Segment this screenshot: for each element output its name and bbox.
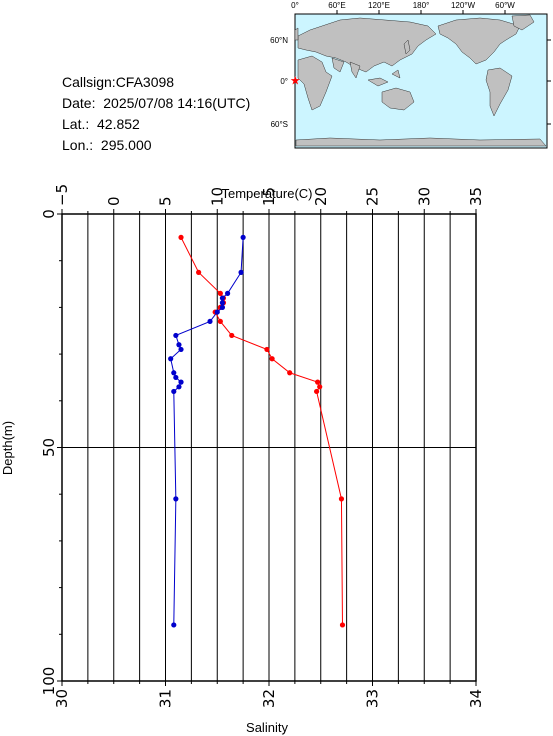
salinity-point [214, 309, 220, 315]
top-tick-label: 20 [312, 187, 330, 206]
chart-grid [62, 214, 476, 681]
map-land [294, 14, 547, 147]
salinity-point [176, 384, 182, 390]
map-left-labels: 60°N 0° 60°S [270, 36, 288, 129]
bottom-tick-label: 30 [53, 689, 71, 708]
map-lat-label-60s: 60°S [271, 120, 288, 129]
map-lon-label-0: 0° [291, 1, 299, 10]
latitude-text: Lat.: 42.852 [62, 116, 140, 132]
bottom-axis-title: Salinity [246, 720, 288, 735]
map-lat-label-0: 0° [280, 77, 288, 86]
salinity-point [178, 379, 184, 385]
salinity-point [207, 318, 213, 325]
temperature-point [317, 384, 323, 390]
map-lon-label-120w: 120°W [451, 1, 476, 10]
temperature-point [217, 318, 223, 325]
top-tick-label: 10 [208, 187, 226, 206]
temperature-point [338, 496, 345, 502]
station-info: Callsign:CFA3098 Date: 2025/07/08 14:16(… [62, 72, 250, 156]
salinity-point [219, 304, 226, 310]
plot-frame [61, 213, 477, 682]
temperature-point [196, 269, 202, 275]
temperature-point [269, 356, 275, 362]
salinity-point [219, 295, 226, 301]
y-axis-title: Depth(m) [0, 421, 15, 475]
temperature-point [229, 332, 235, 339]
salinity-point [225, 290, 231, 296]
temperature-point [217, 290, 223, 296]
callsign-text: Callsign:CFA3098 [62, 74, 175, 90]
salinity-point [173, 374, 179, 381]
bottom-tick-label: 32 [260, 689, 278, 708]
temperature-point [339, 622, 346, 628]
top-tick-label: 35 [467, 187, 485, 206]
bottom-tick-label: 34 [467, 689, 485, 708]
temperature-point [314, 388, 320, 395]
salinity-point [240, 234, 246, 240]
salinity-point [171, 388, 177, 395]
top-tick-label: 25 [364, 187, 382, 206]
salinity-point [219, 300, 226, 306]
salinity-point [171, 622, 177, 628]
star-icon: ★ [290, 74, 301, 88]
top-tick-label: 30 [415, 187, 433, 206]
bottom-tick-label: 31 [157, 689, 175, 708]
salinity-point [176, 342, 182, 348]
top-axis-title: Temperature(C) [221, 186, 312, 201]
series-temperature [178, 234, 346, 628]
map-lon-label-60e: 60°E [328, 1, 345, 10]
salinity-point [171, 370, 177, 376]
bottom-tick-label: 33 [364, 689, 382, 708]
map-lon-label-120e: 120°E [368, 1, 390, 10]
longitude-text: Lon.: 295.000 [62, 137, 152, 153]
temperature-point [315, 379, 321, 385]
top-tick-label: 5 [157, 196, 175, 206]
top-tick-label: 0 [105, 196, 123, 206]
temperature-point [287, 370, 293, 376]
chart-ticks: −5 0 5 10 15 20 25 30 35 30 31 32 33 34 0 50 100 [40, 184, 485, 708]
map-lat-label-60n: 60°N [270, 36, 288, 45]
salinity-point [238, 269, 244, 275]
map-lon-label-180: 180° [413, 1, 430, 10]
map-lon-label-60w: 60°W [495, 1, 515, 10]
map-top-labels: 0° 60°E 120°E 180° 120°W 60°W [291, 1, 515, 10]
y-tick-label: 50 [40, 438, 58, 457]
salinity-point [168, 356, 174, 362]
top-tick-label: 15 [260, 187, 278, 206]
salinity-line [170, 237, 244, 625]
salinity-point [173, 496, 179, 502]
y-tick-label: 100 [40, 667, 58, 696]
chart-series [168, 234, 346, 628]
temperature-point [264, 346, 270, 353]
series-salinity [168, 234, 246, 628]
temperature-line [180, 237, 343, 625]
date-text: Date: 2025/07/08 14:16(UTC) [62, 95, 251, 111]
temperature-point [178, 234, 184, 240]
y-tick-label: 0 [40, 209, 58, 219]
salinity-point [178, 346, 184, 353]
top-tick-label: −5 [53, 184, 71, 206]
map-frame-ticks [336, 10, 551, 125]
salinity-point [173, 332, 179, 339]
